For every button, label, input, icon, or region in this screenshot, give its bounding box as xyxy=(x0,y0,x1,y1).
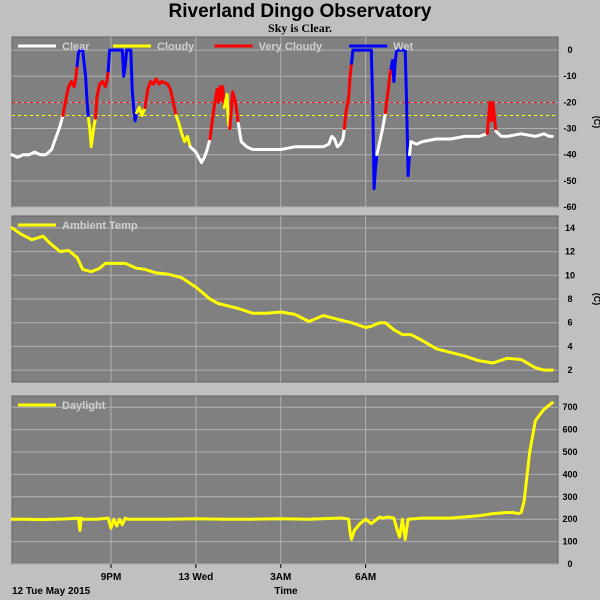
y-axis-label: (C) xyxy=(592,293,600,306)
series-segment-wet xyxy=(75,48,90,120)
sky-temperature-panel: 0 -10 -20 -30 -40 -50 -60 (C) Clear Cloudy Very Cl… xyxy=(10,36,600,212)
y-tick-label: 4 xyxy=(567,341,572,351)
series-segment-very-cloudy xyxy=(94,69,110,120)
y-tick-label: 400 xyxy=(562,469,577,479)
x-tick-label: 13 Wed xyxy=(178,572,213,583)
y-tick-label: 12 xyxy=(565,247,575,257)
legend-label: Ambient Temp xyxy=(62,220,138,232)
page-title: Riverland Dingo Observatory xyxy=(168,1,432,22)
x-tick-label: 6AM xyxy=(355,572,376,583)
x-tick-label: 3AM xyxy=(270,572,291,583)
series-segment-very-cloudy xyxy=(342,61,353,130)
plot-area xyxy=(11,36,559,208)
y-tick-label: 200 xyxy=(562,514,577,524)
y-tick-label: 600 xyxy=(562,425,577,435)
series-segment-very-cloudy xyxy=(61,64,79,117)
series-segment-very-cloudy xyxy=(383,66,393,115)
series-segment-clear xyxy=(375,111,387,157)
series-segment-very-cloudy xyxy=(228,90,240,130)
y-tick-label: -50 xyxy=(563,176,576,186)
series-segment-clear xyxy=(494,129,554,138)
y-tick-label: 10 xyxy=(565,270,575,280)
series-segment-clear xyxy=(10,114,65,159)
series-segment-cloudy xyxy=(174,114,192,149)
y-tick-label: 2 xyxy=(567,365,572,375)
series-line xyxy=(10,401,554,541)
x-tick-label: 9PM xyxy=(101,572,122,583)
legend-label: Cloudy xyxy=(157,41,195,53)
series-segment-cloudy xyxy=(135,106,147,117)
series-segment-very-cloudy xyxy=(485,100,498,136)
series-segment-cloudy xyxy=(86,116,97,149)
legend-label: Daylight xyxy=(62,400,106,412)
y-tick-label: 700 xyxy=(562,402,577,412)
y-tick-label: -10 xyxy=(563,71,576,81)
y-tick-label: 0 xyxy=(567,559,572,569)
series-segment-very-cloudy xyxy=(208,85,226,141)
y-tick-label: 300 xyxy=(562,492,577,502)
y-tick-label: -60 xyxy=(563,202,576,212)
sky-status: Sky is Clear. xyxy=(268,21,332,35)
y-tick-label: 100 xyxy=(562,537,577,547)
series-segment-clear xyxy=(236,121,346,151)
y-tick-label: 8 xyxy=(567,294,572,304)
y-tick-label: -40 xyxy=(563,150,576,160)
y-tick-label: 14 xyxy=(565,223,575,233)
daylight-panel: 700 600 500 400 300 200 100 0 Daylight xyxy=(10,395,578,569)
y-tick-label: 6 xyxy=(567,318,572,328)
y-tick-label: 0 xyxy=(567,45,572,55)
date-label: 12 Tue May 2015 xyxy=(12,586,91,597)
series-segment-very-cloudy xyxy=(143,77,178,117)
series-segment-wet xyxy=(389,48,411,178)
series-segment-wet xyxy=(106,48,138,123)
legend-label: Very Cloudy xyxy=(259,41,323,53)
series-line xyxy=(10,226,554,372)
y-tick-label: -30 xyxy=(563,124,576,134)
legend-label: Wet xyxy=(393,41,413,53)
series-segment-wet xyxy=(350,48,379,191)
series-segment-clear xyxy=(408,132,489,157)
y-tick-label: 500 xyxy=(562,447,577,457)
y-tick-label: -20 xyxy=(563,97,576,107)
plot-area xyxy=(11,395,559,565)
time-axis: 9PM 13 Wed 3AM 6AM xyxy=(101,564,376,583)
x-axis-label: Time xyxy=(274,586,298,597)
ambient-temperature-panel: 14 12 10 8 6 4 2 (C) Ambient Temp xyxy=(10,215,600,383)
legend-label: Clear xyxy=(62,41,90,53)
series-segment-clear xyxy=(188,137,212,164)
y-axis-label: (C) xyxy=(592,116,600,129)
